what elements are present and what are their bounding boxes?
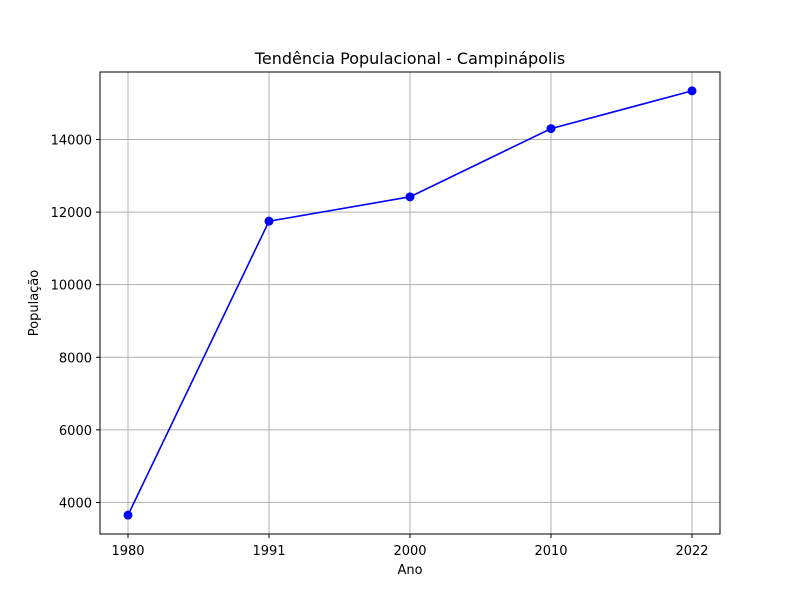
y-tick-label: 12000	[51, 206, 92, 221]
x-tick-label: 2000	[393, 544, 426, 559]
plot-area-frame	[99, 71, 721, 535]
x-tick-label: 2010	[534, 544, 567, 559]
y-tick-label: 8000	[59, 351, 92, 366]
data-point	[687, 86, 697, 96]
x-tick-label: 2022	[675, 544, 708, 559]
x-tick-label: 1980	[111, 544, 144, 559]
y-tick-label: 4000	[59, 496, 92, 511]
y-axis-label: População	[27, 270, 42, 337]
y-tick-label: 14000	[51, 134, 92, 149]
data-point	[405, 192, 415, 202]
data-point	[123, 510, 133, 520]
chart-title: Tendência Populacional - Campinápolis	[254, 49, 565, 68]
y-tick-label: 6000	[59, 424, 92, 439]
y-axis-ticks: 4000 6000 8000 10000 12000 14000	[51, 134, 100, 511]
x-tick-label: 1991	[252, 544, 285, 559]
x-axis-ticks: 1980 1991 2000 2010 2022	[111, 534, 709, 559]
data-point	[546, 124, 556, 134]
grid-lines	[100, 72, 720, 534]
data-point	[264, 216, 274, 226]
series-group	[123, 86, 697, 520]
y-tick-label: 10000	[51, 279, 92, 294]
x-axis-label: Ano	[397, 563, 422, 578]
